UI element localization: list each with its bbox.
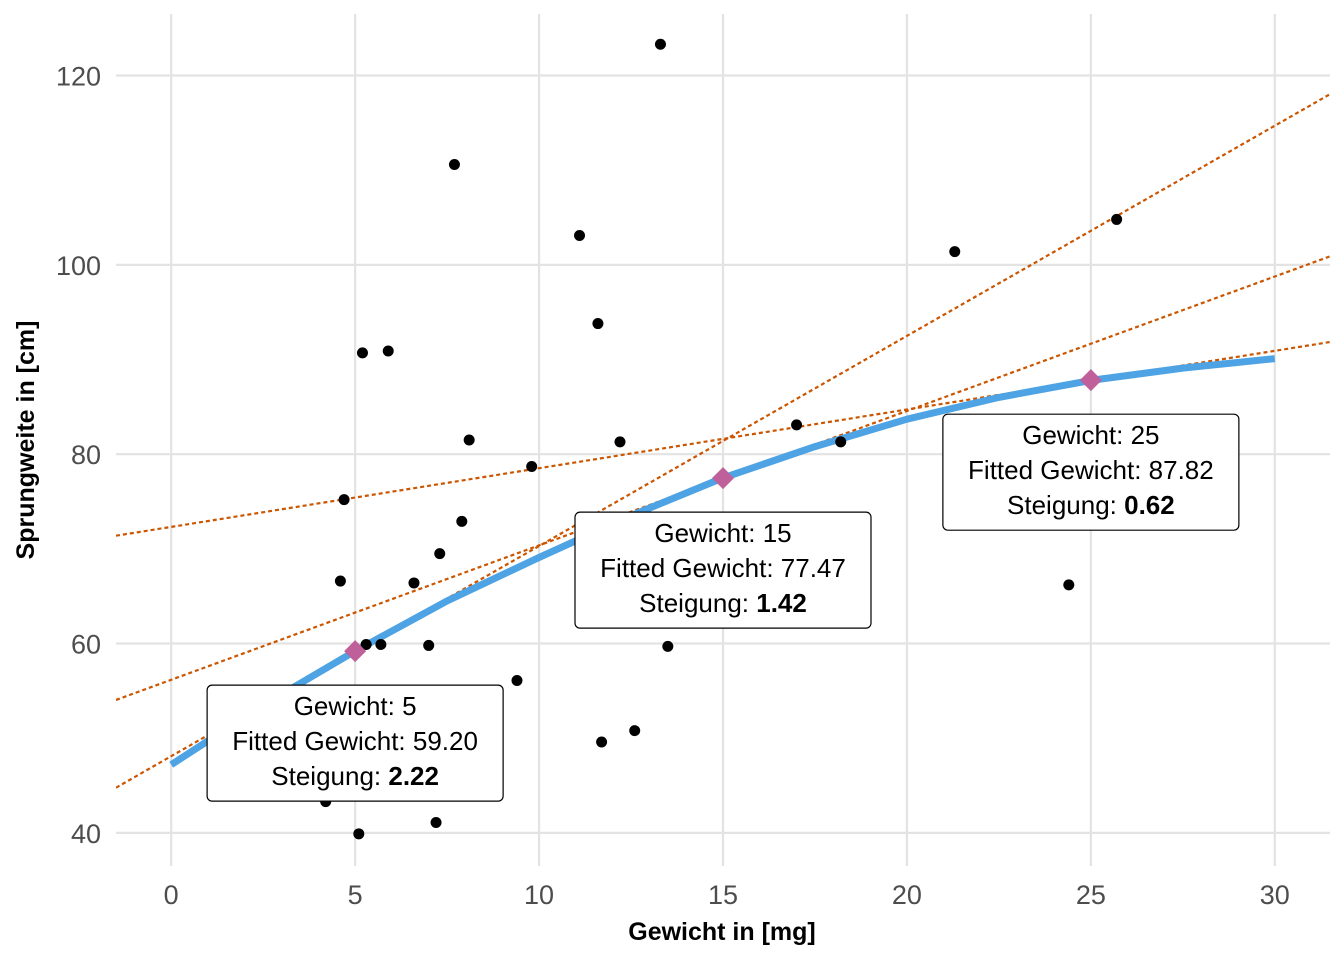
- data-point: [511, 674, 523, 686]
- y-axis-title: Sprungweite in [cm]: [12, 321, 40, 560]
- annotation-slope: Steigung: 0.62: [1007, 490, 1175, 520]
- data-point: [334, 575, 346, 587]
- data-point: [592, 318, 604, 330]
- data-point: [949, 246, 961, 258]
- data-point: [596, 736, 608, 748]
- data-point: [408, 577, 420, 589]
- data-point: [654, 38, 666, 50]
- data-point: [360, 638, 372, 650]
- annotation-weight: Gewicht: 15: [654, 518, 791, 548]
- data-point: [353, 828, 365, 840]
- x-tick-label: 20: [892, 880, 922, 910]
- data-point: [1063, 579, 1075, 591]
- annotation-box: Gewicht: 25 Fitted Gewicht: 87.82 Steigung…: [942, 413, 1240, 531]
- annotation-slope-prefix: Steigung:: [1007, 490, 1124, 520]
- annotation-slope-value: 0.62: [1124, 490, 1175, 520]
- annotation-weight: Gewicht: 5: [294, 691, 417, 721]
- annotation-fitted: Fitted Gewicht: 87.82: [968, 455, 1214, 485]
- annotation-frame: [942, 413, 1240, 531]
- data-point: [662, 640, 674, 652]
- data-points: [320, 38, 1123, 840]
- annotation-slope: Steigung: 1.42: [639, 588, 807, 618]
- x-tick-label: 15: [708, 880, 738, 910]
- data-point: [423, 639, 435, 651]
- y-tick-label: 80: [71, 440, 101, 470]
- annotation-slope-prefix: Steigung:: [271, 761, 388, 791]
- annotation-fitted: Fitted Gewicht: 59.20: [232, 726, 478, 756]
- data-point: [448, 159, 460, 171]
- data-point: [434, 548, 446, 560]
- annotation-slope: Steigung: 2.22: [271, 761, 439, 791]
- data-point: [338, 494, 350, 506]
- x-tick-label: 5: [348, 880, 363, 910]
- data-point: [574, 230, 586, 242]
- x-tick-label: 30: [1260, 880, 1290, 910]
- data-point: [430, 816, 442, 828]
- data-point: [614, 436, 626, 448]
- data-point: [456, 515, 468, 527]
- annotation-boxes: Gewicht: 5 Fitted Gewicht: 59.20 Steigung:…: [206, 413, 1240, 802]
- data-point: [375, 638, 387, 650]
- annotation-slope-prefix: Steigung:: [639, 588, 756, 618]
- y-tick-label: 60: [71, 630, 101, 660]
- x-tick-label: 10: [524, 880, 554, 910]
- y-tick-label: 100: [56, 251, 101, 281]
- y-tick-label: 120: [56, 62, 101, 92]
- fitted-marker: [344, 640, 367, 663]
- annotation-weight: Gewicht: 25: [1022, 420, 1159, 450]
- data-point: [1111, 213, 1123, 225]
- fitted-marker: [712, 467, 734, 490]
- x-axis-tick-labels: 0 5 10 15 20 25 30: [164, 880, 1290, 910]
- annotation-box: Gewicht: 15 Fitted Gewicht: 77.47 Steigung…: [574, 511, 872, 629]
- fitted-markers: [344, 369, 1102, 663]
- data-point: [835, 436, 847, 448]
- x-tick-label: 25: [1076, 880, 1106, 910]
- annotation-slope-value: 2.22: [388, 761, 439, 791]
- annotation-frame: [206, 684, 504, 802]
- fitted-marker: [1079, 369, 1102, 392]
- x-axis-title: Gewicht in [mg]: [628, 918, 816, 946]
- data-point: [356, 347, 368, 359]
- data-point: [382, 345, 394, 357]
- x-tick-label: 0: [164, 880, 179, 910]
- plot-area: Gewicht: 5 Fitted Gewicht: 59.20 Steigung:…: [116, 38, 1330, 840]
- y-tick-label: 40: [71, 819, 101, 849]
- annotation-frame: [574, 511, 872, 629]
- data-point: [791, 419, 803, 431]
- annotation-slope-value: 1.42: [756, 588, 807, 618]
- data-point: [526, 461, 538, 473]
- data-point: [629, 725, 641, 737]
- annotation-box: Gewicht: 5 Fitted Gewicht: 59.20 Steigung:…: [206, 684, 504, 802]
- y-axis-tick-labels: 40 60 80 100 120: [56, 62, 101, 849]
- data-point: [463, 434, 475, 446]
- annotation-fitted: Fitted Gewicht: 77.47: [600, 553, 846, 583]
